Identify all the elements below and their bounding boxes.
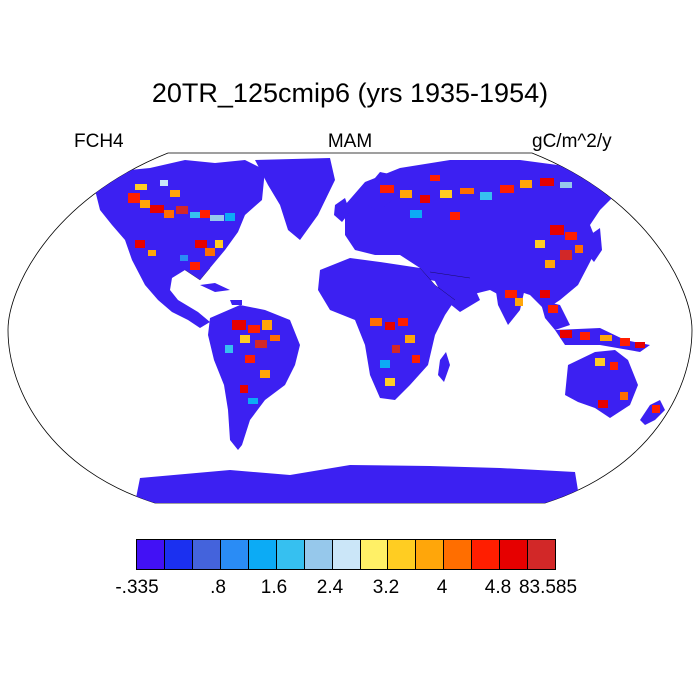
coastlines bbox=[184, 267, 471, 301]
colorbar-tick-label: .8 bbox=[210, 577, 226, 598]
arabia bbox=[430, 272, 480, 312]
colorbar-swatch bbox=[137, 540, 165, 569]
colorbar-swatch bbox=[416, 540, 445, 569]
colorbar-swatch bbox=[276, 540, 305, 569]
colorbar-tick-label: 1.6 bbox=[260, 577, 288, 598]
madagascar bbox=[438, 352, 450, 382]
colorbar-swatch bbox=[528, 540, 556, 569]
greenland bbox=[255, 158, 335, 240]
colorbar-tick-label: 4 bbox=[436, 577, 448, 598]
colorbar-swatch bbox=[164, 540, 193, 569]
colorbar-swatch bbox=[360, 540, 389, 569]
colorbar-swatch bbox=[388, 540, 417, 569]
britain bbox=[334, 198, 350, 222]
colorbar-tick-label: 83.585 bbox=[518, 577, 578, 598]
caribbean bbox=[200, 283, 242, 305]
india bbox=[495, 285, 525, 325]
colorbar-swatch bbox=[444, 540, 473, 569]
eurasia bbox=[345, 160, 615, 310]
colorbar-swatch bbox=[304, 540, 333, 569]
colorbar-swatch bbox=[472, 540, 501, 569]
south-america bbox=[208, 305, 300, 450]
colorbar-tick-label: -.335 bbox=[115, 577, 159, 598]
colorbar-swatch bbox=[248, 540, 277, 569]
colorbar-tick-label: 3.2 bbox=[372, 577, 400, 598]
colorbar-swatch bbox=[500, 540, 529, 569]
colorbar-swatch bbox=[220, 540, 249, 569]
season-label: MAM bbox=[327, 131, 373, 152]
methane-hotspots bbox=[128, 175, 660, 413]
australia bbox=[565, 350, 638, 418]
variable-label: FCH4 bbox=[74, 131, 124, 152]
colorbar bbox=[136, 539, 556, 570]
colorbar-tick-label: 2.4 bbox=[316, 577, 344, 598]
antarctica bbox=[135, 465, 580, 503]
map-title: 20TR_125cmip6 (yrs 1935-1954) bbox=[151, 78, 549, 108]
japan bbox=[588, 228, 602, 262]
colorbar-swatch bbox=[192, 540, 221, 569]
units-label: gC/m^2/y bbox=[532, 131, 612, 152]
colorbar-swatch bbox=[332, 540, 361, 569]
colorbar-tick-label: 4.8 bbox=[484, 577, 512, 598]
